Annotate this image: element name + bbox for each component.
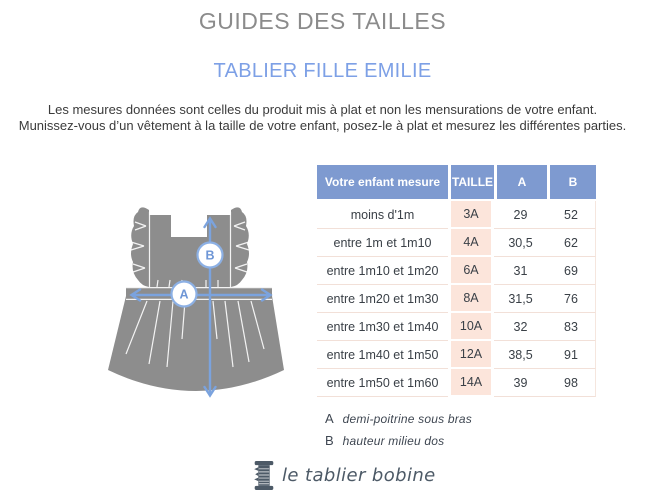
- table-row: entre 1m et 1m10 4A 30,5 62: [317, 229, 596, 257]
- cell-measure: entre 1m30 et 1m40: [317, 313, 448, 341]
- cell-measure: entre 1m10 et 1m20: [317, 257, 448, 285]
- intro-line-1: Les mesures données sont celles du produ…: [47, 102, 598, 117]
- cell-a: 31,5: [494, 285, 547, 313]
- page-title: GUIDES DES TAILLES: [198, 8, 447, 34]
- cell-taille: 6A: [448, 257, 494, 285]
- cell-a: 38,5: [494, 341, 547, 369]
- cell-measure: entre 1m20 et 1m30: [317, 285, 448, 313]
- col-header-a: A: [494, 165, 547, 201]
- table-row: entre 1m10 et 1m20 6A 31 69: [317, 257, 596, 285]
- legend-key-b: B: [325, 433, 334, 448]
- size-table-header-row: Votre enfant mesure TAILLE A B: [317, 165, 596, 201]
- legend-item-a: A demi-poitrine sous bras: [325, 411, 472, 426]
- apron-diagram: B A: [108, 207, 284, 398]
- cell-taille: 10A: [448, 313, 494, 341]
- measure-arrow-a: [129, 288, 273, 302]
- cell-a: 29: [494, 201, 547, 229]
- legend-label-a: demi-poitrine sous bras: [342, 412, 472, 426]
- cell-b: 76: [547, 285, 596, 313]
- measure-legend: A demi-poitrine sous bras B hauteur mili…: [325, 411, 472, 455]
- measure-arrows: [129, 216, 273, 398]
- table-row: entre 1m30 et 1m40 10A 32 83: [317, 313, 596, 341]
- col-header-taille: TAILLE: [448, 165, 494, 201]
- table-row: entre 1m50 et 1m60 14A 39 98: [317, 369, 596, 397]
- cell-b: 83: [547, 313, 596, 341]
- cell-a: 32: [494, 313, 547, 341]
- badge-a-label: A: [179, 288, 188, 302]
- table-row: entre 1m20 et 1m30 8A 31,5 76: [317, 285, 596, 313]
- cell-measure: entre 1m et 1m10: [317, 229, 448, 257]
- intro-text: Les mesures données sont celles du produ…: [0, 102, 645, 134]
- table-row: entre 1m40 et 1m50 12A 38,5 91: [317, 341, 596, 369]
- intro-line-2: Munissez-vous d’un vêtement à la taille …: [18, 118, 627, 133]
- apron-waistband: [126, 287, 272, 300]
- brand-logo: le tablier bobine: [252, 460, 436, 491]
- cell-b: 52: [547, 201, 596, 229]
- col-header-measure: Votre enfant mesure: [317, 165, 448, 201]
- cell-measure: entre 1m50 et 1m60: [317, 369, 448, 397]
- size-table: Votre enfant mesure TAILLE A B moins d'1…: [317, 165, 596, 397]
- product-subtitle: TABLIER FILLE EMILIE: [213, 60, 432, 82]
- col-header-b: B: [547, 165, 596, 201]
- cell-taille: 4A: [448, 229, 494, 257]
- cell-b: 98: [547, 369, 596, 397]
- brand-name: le tablier bobine: [282, 465, 436, 486]
- cell-a: 31: [494, 257, 547, 285]
- cell-taille: 8A: [448, 285, 494, 313]
- cell-taille: 12A: [448, 341, 494, 369]
- cell-b: 62: [547, 229, 596, 257]
- cell-measure: entre 1m40 et 1m50: [317, 341, 448, 369]
- table-row: moins d'1m 3A 29 52: [317, 201, 596, 229]
- legend-label-b: hauteur milieu dos: [342, 434, 445, 448]
- cell-taille: 14A: [448, 369, 494, 397]
- apron-seam-lines: [125, 212, 272, 368]
- bobbin-icon: [254, 461, 274, 490]
- legend-key-a: A: [325, 411, 334, 426]
- badge-b-circle: [196, 241, 224, 269]
- badge-a-circle: [170, 280, 198, 308]
- cell-taille: 3A: [448, 201, 494, 229]
- badge-b-label: B: [205, 249, 214, 263]
- cell-b: 91: [547, 341, 596, 369]
- cell-measure: moins d'1m: [317, 201, 448, 229]
- measure-badges: B A: [170, 241, 224, 308]
- apron-skirt: [108, 296, 284, 391]
- cell-a: 39: [494, 369, 547, 397]
- cell-b: 69: [547, 257, 596, 285]
- legend-item-b: B hauteur milieu dos: [325, 433, 472, 448]
- cell-a: 30,5: [494, 229, 547, 257]
